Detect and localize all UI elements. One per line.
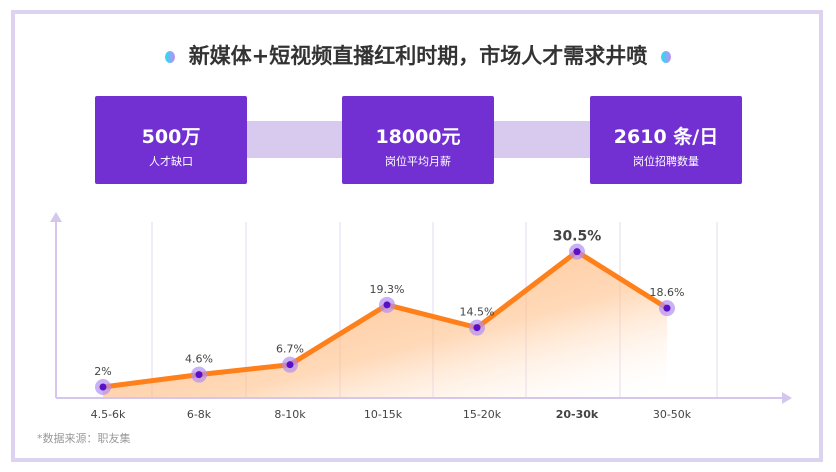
data-label: 2% — [94, 365, 111, 378]
data-label: 14.5% — [460, 306, 495, 319]
page-title: 新媒体+短视频直播红利时期，市场人才需求井喷 — [0, 40, 836, 70]
x-tick-label: 8-10k — [274, 408, 306, 421]
data-point — [195, 371, 203, 379]
stat-value: 2610 条/日 — [613, 126, 719, 148]
x-tick-label: 15-20k — [463, 408, 502, 421]
data-label: 4.6% — [185, 353, 213, 366]
stat-label: 岗位招聘数量 — [633, 155, 699, 168]
data-source: *数据来源：职友集 — [37, 432, 131, 445]
data-point — [286, 361, 294, 369]
data-label: 30.5% — [553, 229, 602, 245]
stat-label: 岗位平均月薪 — [385, 155, 451, 168]
y-axis-arrow-icon — [50, 212, 62, 222]
data-label: 6.7% — [276, 343, 304, 356]
frame — [11, 10, 823, 462]
stat-value: 18000元 — [375, 126, 461, 148]
data-point — [473, 324, 481, 332]
area-fill — [103, 251, 667, 398]
x-tick-label: 6-8k — [187, 408, 212, 421]
data-point — [663, 304, 671, 312]
x-tick-label: 4.5-6k — [91, 408, 126, 421]
data-label: 19.3% — [370, 283, 405, 296]
title-text: 新媒体+短视频直播红利时期，市场人才需求井喷 — [188, 44, 648, 68]
stat-card-salary: 18000元岗位平均月薪 — [342, 96, 494, 184]
dot-icon — [661, 51, 672, 63]
data-label: 18.6% — [650, 286, 685, 299]
stat-value: 500万 — [141, 126, 201, 148]
data-point — [383, 301, 391, 309]
dot-icon — [164, 51, 175, 63]
data-point — [573, 248, 581, 256]
stat-card-jobs: 2610 条/日岗位招聘数量 — [590, 96, 742, 184]
stat-card-gap: 500万人才缺口 — [95, 96, 247, 184]
data-point — [99, 383, 107, 391]
x-axis-arrow-icon — [782, 392, 792, 404]
x-tick-label: 20-30k — [556, 408, 599, 421]
stat-label: 人才缺口 — [149, 155, 193, 168]
x-tick-label: 30-50k — [653, 408, 692, 421]
x-tick-label: 10-15k — [364, 408, 403, 421]
